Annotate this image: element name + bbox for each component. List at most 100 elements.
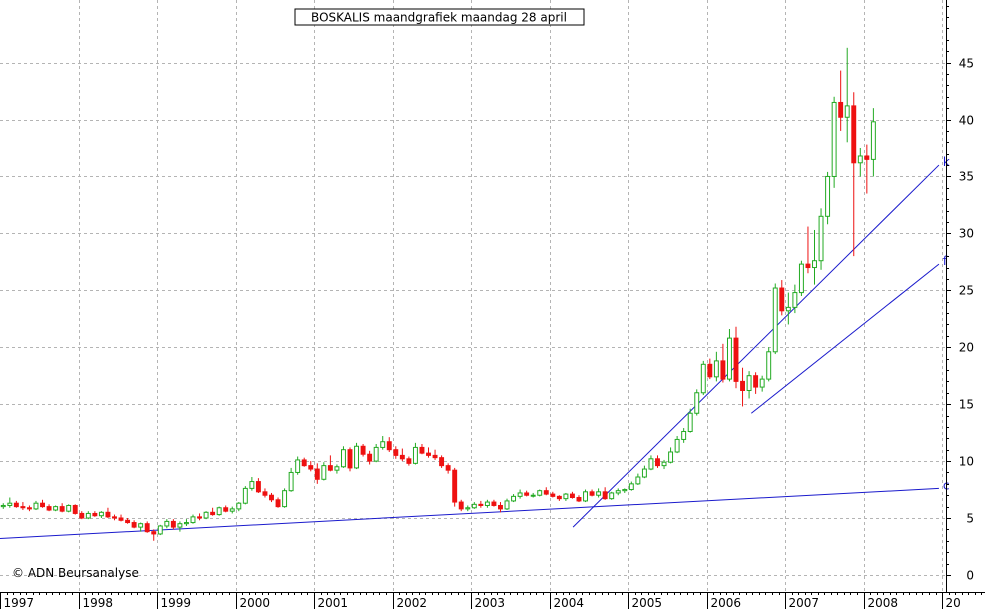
candle-body [112, 516, 117, 519]
candle-body [681, 430, 687, 440]
candle-body [197, 516, 202, 519]
candle-body [648, 458, 654, 470]
candle-body [373, 446, 379, 462]
x-tick-label: 2007 [789, 596, 820, 609]
candle-body [596, 491, 602, 496]
candle-body [498, 504, 503, 510]
candle-body [66, 504, 72, 512]
x-tick-label: 2000 [240, 596, 271, 609]
x-tick-label: 1997 [4, 596, 35, 609]
candle-body [517, 492, 523, 497]
candle-body [223, 507, 229, 512]
candle-body [0, 504, 6, 508]
candle-body [59, 506, 65, 512]
candle-body [713, 360, 719, 378]
candle-body [694, 392, 700, 414]
y-tick-label: 30 [959, 227, 974, 241]
x-tick-label: 2003 [475, 596, 506, 609]
x-tick-label: 2004 [554, 596, 585, 609]
y-tick-label: 25 [959, 284, 974, 298]
candle-body [249, 481, 255, 489]
candle-body [641, 468, 647, 478]
trendline-k [572, 164, 940, 528]
candle-body [471, 503, 477, 509]
chart-title: BOSKALIS maandgrafiek maandag 28 april [294, 8, 585, 26]
candle-body [576, 497, 582, 502]
candle-body [458, 501, 464, 510]
candle-body [269, 494, 274, 501]
candle-body [386, 441, 392, 451]
candle-body [831, 101, 837, 177]
candle-body [445, 465, 451, 471]
candle-body [792, 292, 798, 308]
candle-body [720, 360, 726, 380]
candle-body [7, 502, 13, 506]
candle-body [537, 490, 543, 496]
candle-body [785, 306, 791, 312]
candle-body [275, 499, 281, 508]
candle-body [131, 522, 137, 528]
x-tick-label: 1999 [161, 596, 192, 609]
candle-body [341, 449, 346, 468]
candle-body [236, 502, 242, 510]
candle-body [628, 483, 634, 491]
candle-body [177, 523, 183, 528]
candle-body [399, 454, 405, 460]
candle-body [157, 525, 163, 535]
candle-body [308, 465, 314, 470]
candle-body [282, 490, 288, 508]
candle-body [419, 446, 425, 454]
copyright-text: © ADN Beursanalyse [12, 566, 139, 580]
trendline-c [0, 487, 939, 539]
candle-body [20, 506, 26, 509]
candle-body [295, 459, 301, 473]
candle-body [772, 287, 778, 353]
candle-body [40, 502, 45, 508]
candle-body [79, 512, 85, 519]
candle-body [288, 471, 294, 492]
candle-body [13, 502, 19, 508]
candle-body [615, 490, 621, 494]
candle-body [360, 445, 366, 455]
candle-body [334, 466, 340, 471]
candle-body [190, 516, 196, 524]
x-tick-label: 2006 [711, 596, 742, 609]
candle-body [851, 105, 857, 164]
candle-body [229, 508, 235, 512]
candle-body [151, 531, 157, 535]
candle-body [118, 517, 124, 521]
candle-body [301, 459, 307, 467]
candle-body [524, 492, 530, 496]
candle-body [327, 465, 333, 471]
candle-body [668, 451, 674, 463]
candle-body [412, 446, 418, 464]
candle-body [439, 457, 445, 467]
candle-body [53, 506, 59, 511]
x-tick-label: 20 [946, 596, 961, 609]
candle-body [262, 491, 268, 496]
candle-body [707, 363, 713, 378]
y-tick-label: 45 [959, 57, 974, 71]
candle-body [491, 501, 497, 506]
candle-body [746, 375, 752, 391]
title-text: BOSKALIS maandgrafiek maandag 28 april [311, 11, 567, 25]
candle-body [622, 489, 628, 492]
candle-body [380, 441, 386, 448]
candle-body [125, 519, 131, 524]
y-tick-label: 15 [959, 398, 974, 412]
y-tick-label: 35 [959, 170, 974, 184]
candle-body [432, 454, 438, 459]
y-tick-label: 0 [966, 569, 974, 583]
candle-body [85, 512, 91, 519]
candle-body [569, 493, 575, 499]
candle-body [674, 438, 680, 453]
candle-body [92, 512, 98, 517]
candle-body [798, 263, 804, 294]
candle-body [583, 491, 588, 502]
candle-body [203, 511, 209, 519]
candle-body [426, 452, 431, 456]
candle-body [609, 492, 615, 500]
candle-body [838, 101, 844, 118]
y-tick-label: 20 [959, 341, 974, 355]
